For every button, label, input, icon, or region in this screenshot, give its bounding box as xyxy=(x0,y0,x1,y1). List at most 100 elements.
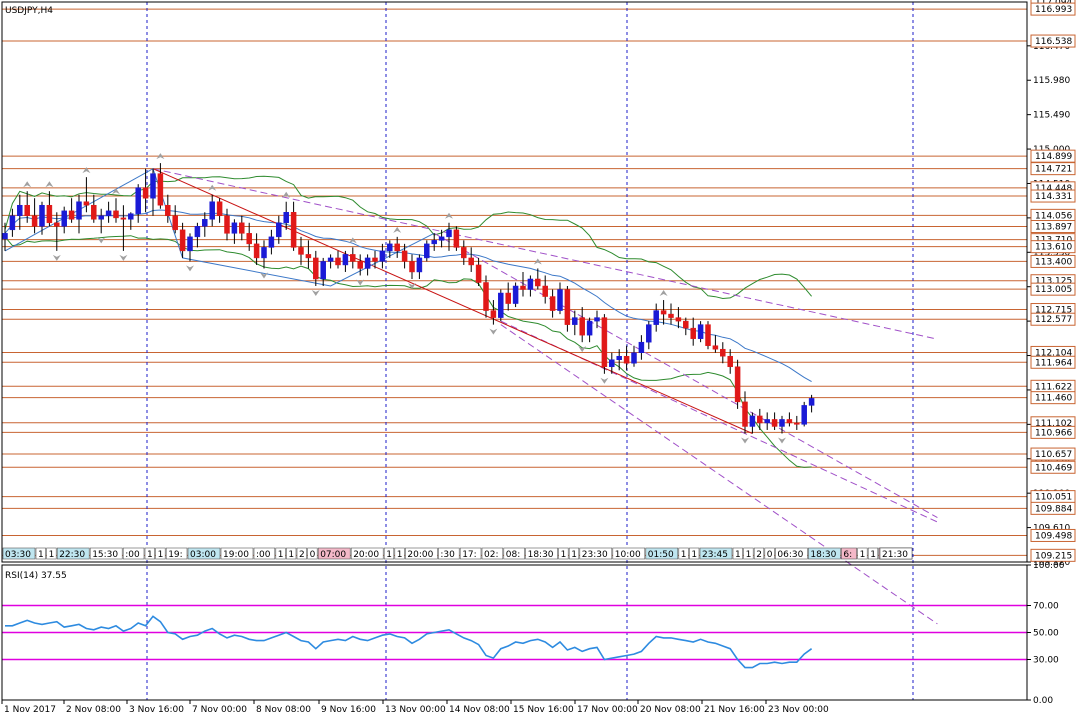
time-tag-box xyxy=(438,547,460,560)
candle-body xyxy=(142,187,149,199)
main-frame xyxy=(1,1,1028,563)
time-tag-label: 0 xyxy=(767,550,773,560)
candle-body xyxy=(498,292,504,318)
time-tag-label: 1 xyxy=(860,550,866,560)
level-label-box xyxy=(1030,501,1076,515)
time-tag-label: 20:00 xyxy=(407,550,433,560)
fractal-down-icon xyxy=(260,272,268,279)
candle-body xyxy=(453,229,460,248)
candle-body xyxy=(542,285,548,297)
time-tag-box xyxy=(699,547,733,560)
candle-body xyxy=(150,173,156,199)
symbol-title: USDJPY,H4 xyxy=(5,6,53,16)
level-label: 112.577 xyxy=(1035,315,1072,325)
candle-body xyxy=(490,310,497,318)
candle-body xyxy=(616,355,622,360)
candle-body xyxy=(549,296,556,311)
time-tick-label: 17 Nov 00:00 xyxy=(577,705,638,715)
price-tick-label: 109.120 xyxy=(1033,558,1070,568)
candle-body xyxy=(727,355,733,368)
fractal-up-icon xyxy=(23,181,32,188)
time-tag-box xyxy=(317,547,351,560)
level-label: 112.104 xyxy=(1035,348,1072,358)
time-tag-label: 1 xyxy=(49,550,55,560)
level-label: 114.899 xyxy=(1035,152,1072,162)
level-label: 111.964 xyxy=(1035,358,1072,368)
time-tag-box xyxy=(220,547,254,560)
fractal-up-icon xyxy=(659,290,668,297)
candle-body xyxy=(779,419,785,427)
candles-layer xyxy=(2,163,815,434)
time-tag-label: :30 xyxy=(440,550,455,560)
candle-body xyxy=(231,222,238,234)
time-tag-label: :00 xyxy=(125,550,140,560)
time-tag-box xyxy=(253,547,276,560)
candle-body xyxy=(468,257,474,266)
time-tag-label: 03:00 xyxy=(190,550,216,560)
candle-body xyxy=(387,243,393,252)
time-tag-box xyxy=(405,547,438,560)
level-label: 109.498 xyxy=(1035,531,1072,541)
time-tag-label: 1 xyxy=(870,550,876,560)
time-tag-box xyxy=(732,547,743,560)
time-tag-label: 1 xyxy=(397,550,403,560)
candle-body xyxy=(91,204,97,220)
rsi-pane xyxy=(2,604,1027,669)
rsi-tick-label: 50.00 xyxy=(1033,629,1059,639)
level-label: 110.657 xyxy=(1035,450,1072,460)
time-tag-box xyxy=(503,547,525,560)
time-tag-box xyxy=(89,547,123,560)
candle-body xyxy=(46,204,53,224)
level-label-box xyxy=(1030,282,1076,296)
candle-body xyxy=(113,210,119,219)
time-tick-label: 8 Nov 08:00 xyxy=(256,705,311,715)
candle-body xyxy=(187,236,193,252)
candle-body xyxy=(638,341,645,353)
time-tag-label: 18:30 xyxy=(810,550,836,560)
time-tag-label: 1 xyxy=(288,550,294,560)
candle-body xyxy=(705,324,711,346)
candle-body xyxy=(690,327,696,339)
time-tag-label: 19: xyxy=(168,550,182,560)
fractal-up-icon xyxy=(282,191,291,198)
candle-body xyxy=(475,264,482,283)
channel-mid xyxy=(433,232,938,519)
time-tag-box xyxy=(2,547,36,560)
candle-body xyxy=(253,243,260,259)
candle-body xyxy=(261,247,267,259)
candle-body xyxy=(98,215,104,220)
candle-body xyxy=(535,278,541,287)
candle-body xyxy=(128,213,134,220)
fractal-up-icon xyxy=(45,181,54,188)
candle-body xyxy=(742,401,748,427)
time-tag-box xyxy=(808,547,841,560)
rsi-title: RSI(14) 37.55 xyxy=(5,571,67,581)
candle-body xyxy=(105,210,112,217)
time-tag-label: 10:00 xyxy=(615,550,641,560)
time-tick-label: 21 Nov 16:00 xyxy=(704,705,765,715)
time-tag-label: 21:30 xyxy=(882,550,908,560)
rsi-tick-label: 30.00 xyxy=(1033,656,1059,666)
candle-body xyxy=(194,226,201,238)
price-tick-label: 109.610 xyxy=(1033,524,1070,534)
level-label: 113.897 xyxy=(1035,223,1072,233)
candle-body xyxy=(720,348,726,357)
time-tag-box xyxy=(296,547,307,560)
time-tag-box xyxy=(579,547,613,560)
candle-body xyxy=(653,310,659,325)
fractal-down-icon xyxy=(97,237,106,244)
fractal-down-icon xyxy=(489,328,498,335)
level-label: 112.715 xyxy=(1035,306,1072,316)
fractal-down-icon xyxy=(408,282,416,289)
time-tag-label: 1 xyxy=(691,550,697,560)
time-tag-box xyxy=(122,547,145,560)
level-label: 110.966 xyxy=(1035,428,1072,438)
time-tick-label: 14 Nov 08:00 xyxy=(449,705,510,715)
candle-body xyxy=(801,405,807,425)
rsi-tick-label: 0.00 xyxy=(1033,696,1053,706)
rsi-tick-label: 100.00 xyxy=(1033,561,1065,571)
time-tick-label: 7 Nov 00:00 xyxy=(192,705,247,715)
candle-body xyxy=(512,285,519,304)
